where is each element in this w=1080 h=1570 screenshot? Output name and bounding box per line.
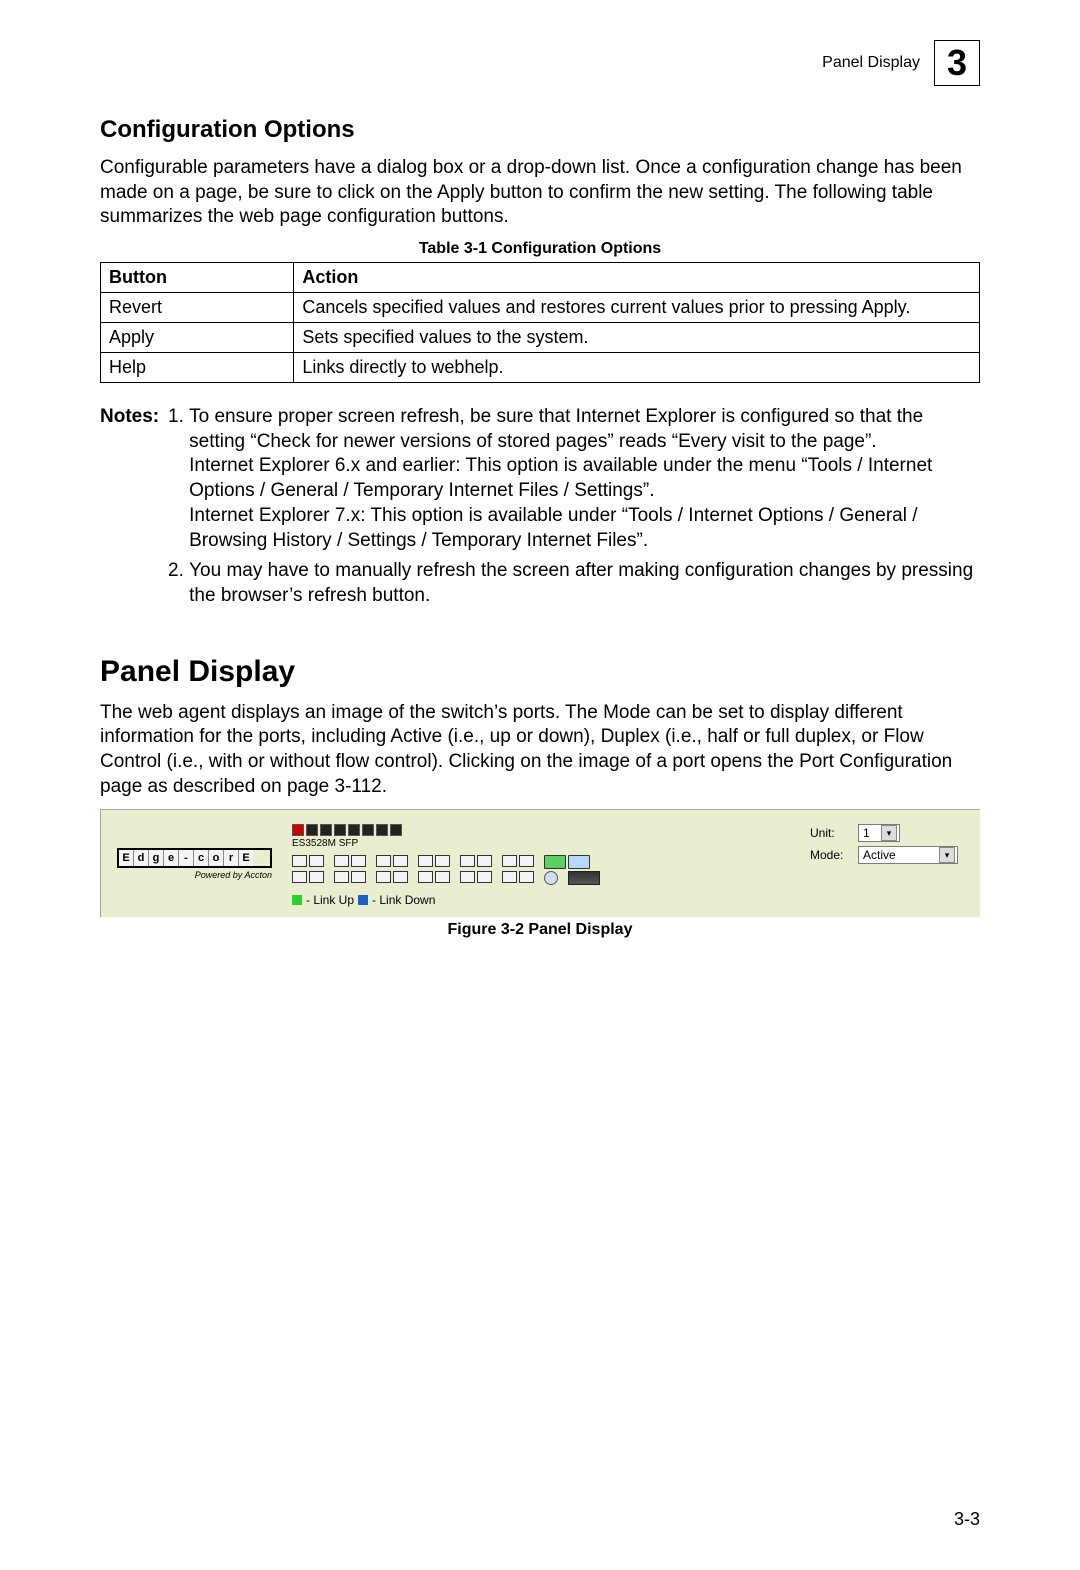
unit-select[interactable]: 1 ▾: [858, 824, 900, 842]
port-icon[interactable]: [292, 871, 307, 883]
table-cell-button: Revert: [101, 293, 294, 323]
indicator-led: [292, 824, 304, 836]
port-icon[interactable]: [519, 871, 534, 883]
logo-letter: o: [209, 850, 224, 866]
unit-value: 1: [863, 826, 870, 840]
logo-letter: g: [149, 850, 164, 866]
panel-center: ES3528M SFP: [292, 824, 790, 907]
logo-letter: E: [239, 850, 253, 866]
table-row: Help Links directly to webhelp.: [101, 353, 980, 383]
link-down-label: - Link Down: [372, 893, 435, 907]
port-icon[interactable]: [292, 855, 307, 867]
logo-letter: E: [119, 850, 134, 866]
indicator-led: [334, 824, 346, 836]
table-caption: Table 3-1 Configuration Options: [100, 240, 980, 258]
mode-select[interactable]: Active ▾: [858, 846, 958, 864]
table-cell-button: Help: [101, 353, 294, 383]
chevron-down-icon: ▾: [881, 825, 897, 841]
port-icon[interactable]: [334, 871, 349, 883]
port-icon[interactable]: [435, 871, 450, 883]
note-item: You may have to manually refresh the scr…: [189, 559, 980, 608]
logo-letter: -: [179, 850, 194, 866]
page-number: 3-3: [954, 1509, 980, 1530]
ports-row-top: [292, 855, 600, 869]
mode-label: Mode:: [810, 848, 852, 862]
edgecore-logo: E d g e - c o r E: [117, 848, 272, 868]
sfp-port-icon[interactable]: [544, 871, 558, 885]
notes-label: Notes:: [100, 405, 167, 615]
port-legend: - Link Up - Link Down: [292, 893, 790, 907]
table-cell-action: Links directly to webhelp.: [294, 353, 980, 383]
ports-wrap: [292, 855, 790, 887]
chapter-number-box: 3: [934, 40, 980, 86]
indicator-led: [362, 824, 374, 836]
port-icon[interactable]: [460, 855, 475, 867]
table-cell-button: Apply: [101, 323, 294, 353]
port-icon[interactable]: [435, 855, 450, 867]
mode-value: Active: [863, 848, 896, 862]
notes-block: Notes: To ensure proper screen refresh, …: [100, 405, 980, 615]
chevron-down-icon: ▾: [939, 847, 955, 863]
uplink-port-icon[interactable]: [544, 855, 566, 869]
running-title: Panel Display: [822, 54, 920, 72]
table-row: Revert Cancels specified values and rest…: [101, 293, 980, 323]
config-options-paragraph: Configurable parameters have a dialog bo…: [100, 156, 980, 230]
logo-letter: e: [164, 850, 179, 866]
panel-logo-block: E d g e - c o r E Powered by Accton: [117, 824, 272, 880]
port-icon[interactable]: [418, 855, 433, 867]
indicator-led: [320, 824, 332, 836]
figure-caption: Figure 3-2 Panel Display: [100, 921, 980, 939]
panel-controls: Unit: 1 ▾ Mode: Active ▾: [810, 824, 970, 868]
port-icon[interactable]: [393, 871, 408, 883]
port-icon[interactable]: [309, 855, 324, 867]
port-icon[interactable]: [376, 871, 391, 883]
config-options-table: Button Action Revert Cancels specified v…: [100, 262, 980, 383]
unit-label: Unit:: [810, 826, 852, 840]
table-cell-action: Cancels specified values and restores cu…: [294, 293, 980, 323]
page-header: Panel Display 3: [100, 40, 980, 86]
port-icon[interactable]: [502, 855, 517, 867]
model-indicator-row: [292, 824, 790, 836]
chapter-number: 3: [947, 42, 967, 84]
port-icon[interactable]: [376, 855, 391, 867]
port-icon[interactable]: [334, 855, 349, 867]
logo-letter: d: [134, 850, 149, 866]
note-item: To ensure proper screen refresh, be sure…: [189, 405, 980, 553]
section-heading-panel-display: Panel Display: [100, 655, 980, 689]
section-heading-config-options: Configuration Options: [100, 116, 980, 144]
logo-letter: r: [224, 850, 239, 866]
notes-list: To ensure proper screen refresh, be sure…: [167, 405, 980, 615]
indicator-led: [376, 824, 388, 836]
port-icon[interactable]: [309, 871, 324, 883]
table-header-button: Button: [101, 263, 294, 293]
ports-grid: [292, 855, 600, 887]
uplink-port-icon[interactable]: [568, 855, 590, 869]
indicator-led: [390, 824, 402, 836]
port-icon[interactable]: [393, 855, 408, 867]
port-icon[interactable]: [351, 871, 366, 883]
link-up-swatch: [292, 895, 302, 905]
logo-subtitle: Powered by Accton: [117, 870, 272, 880]
port-icon[interactable]: [519, 855, 534, 867]
ports-row-bottom: [292, 871, 600, 885]
link-down-swatch: [358, 895, 368, 905]
port-icon[interactable]: [351, 855, 366, 867]
table-header-action: Action: [294, 263, 980, 293]
port-icon[interactable]: [477, 871, 492, 883]
page: Panel Display 3 Configuration Options Co…: [0, 0, 1080, 1570]
panel-display-figure: E d g e - c o r E Powered by Accton: [100, 809, 980, 917]
port-icon[interactable]: [460, 871, 475, 883]
port-icon[interactable]: [418, 871, 433, 883]
indicator-led: [306, 824, 318, 836]
model-label: ES3528M SFP: [292, 838, 790, 849]
link-up-label: - Link Up: [306, 893, 354, 907]
table-row: Apply Sets specified values to the syste…: [101, 323, 980, 353]
indicator-led: [348, 824, 360, 836]
port-icon[interactable]: [477, 855, 492, 867]
panel-display-paragraph: The web agent displays an image of the s…: [100, 701, 980, 800]
table-cell-action: Sets specified values to the system.: [294, 323, 980, 353]
module-slot-icon[interactable]: [568, 871, 600, 885]
logo-letter: c: [194, 850, 209, 866]
port-icon[interactable]: [502, 871, 517, 883]
